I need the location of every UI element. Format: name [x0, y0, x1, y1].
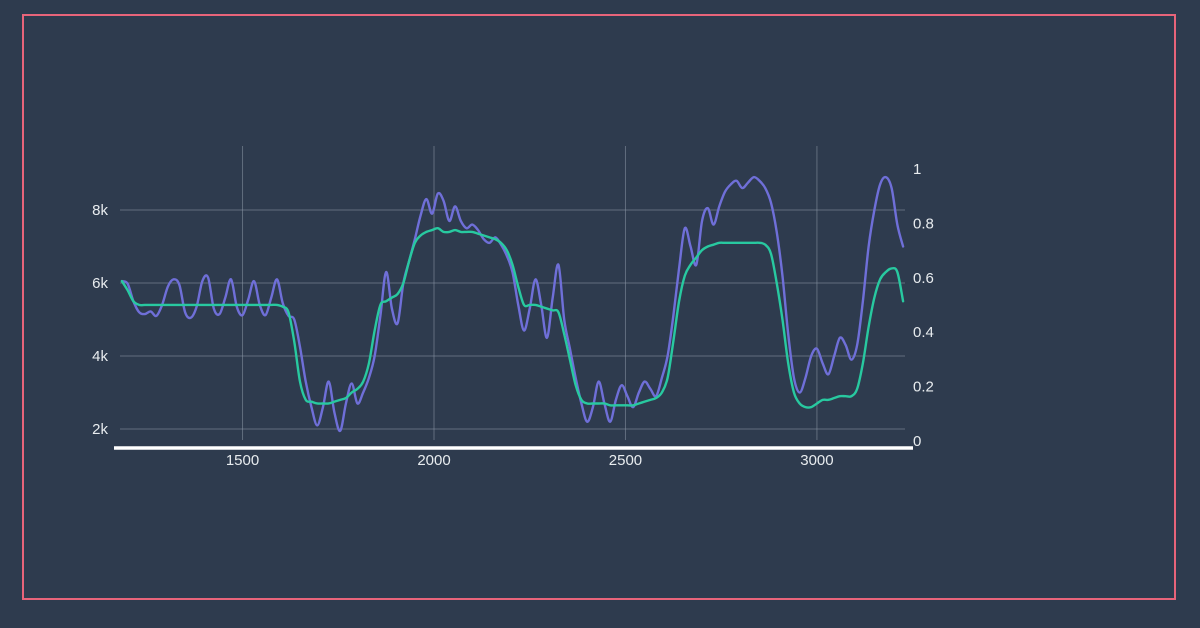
x-tick-label: 1500 [226, 452, 259, 469]
y-tick-label-left: 2k [92, 421, 108, 438]
x-tick-label: 2500 [609, 452, 642, 469]
y-tick-label-left: 8k [92, 202, 108, 219]
y-tick-label-right: 0.2 [913, 379, 934, 396]
y-tick-label-left: 4k [92, 348, 108, 365]
y-tick-label-right: 0 [913, 433, 921, 450]
y-tick-label-right: 0.6 [913, 270, 934, 287]
x-tick-label: 3000 [800, 452, 833, 469]
y-tick-label-right: 1 [913, 161, 921, 178]
series-line-actual-data [120, 175, 905, 433]
y-tick-label-right: 0.4 [913, 324, 934, 341]
series-group [120, 175, 905, 433]
x-tick-label: 2000 [417, 452, 450, 469]
series-line-predicted-data [120, 227, 905, 409]
y-tick-label-right: 0.8 [913, 215, 934, 232]
y-tick-label-left: 6k [92, 275, 108, 292]
